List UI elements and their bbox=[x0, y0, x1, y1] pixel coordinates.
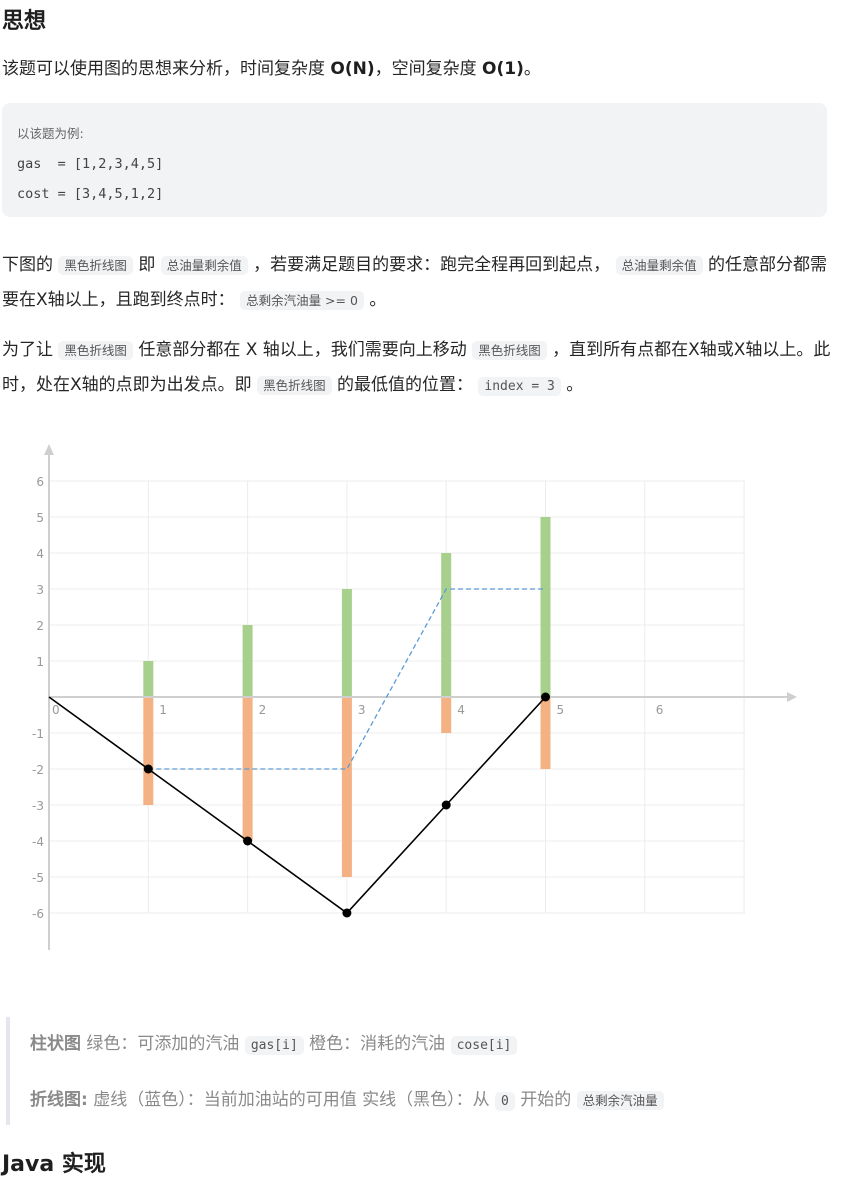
cost-bar bbox=[441, 697, 452, 733]
x-tick-label: 5 bbox=[557, 703, 565, 717]
code-line: cost = [3,4,5,1,2] bbox=[17, 186, 164, 202]
legend-bar-row: 柱状图 绿色：可添加的汽油 gas[i] 橙色：消耗的汽油 cose[i] bbox=[30, 1017, 826, 1073]
y-tick-label: -4 bbox=[32, 835, 44, 849]
x-tick-label: 6 bbox=[656, 703, 664, 717]
available-dashed-line bbox=[148, 588, 546, 770]
y-tick-label: 4 bbox=[36, 547, 44, 561]
y-tick-label: -2 bbox=[32, 763, 44, 777]
gas-station-chart: 6 5 4 3 2 1 -1 -2 -3 -4 -5 -6 0 1 2 3 4 5 6 bbox=[32, 444, 797, 950]
cost-bar bbox=[341, 697, 352, 877]
x-tick-label: 1 bbox=[159, 703, 167, 717]
code-line: gas = [1,2,3,4,5] bbox=[17, 156, 164, 172]
conclusion-paragraph: 为了让 黑色折线图 任意部分都在 X 轴以上，我们需要向上移动 黑色折线图 ，直… bbox=[2, 340, 831, 396]
y-tick-label: 1 bbox=[36, 655, 44, 669]
y-tick-label: -3 bbox=[32, 799, 44, 813]
x-tick-label: 2 bbox=[259, 703, 267, 717]
gas-bar bbox=[242, 625, 253, 697]
inline-code: 0 bbox=[495, 1092, 515, 1111]
legend-quote: 柱状图 绿色：可添加的汽油 gas[i] 橙色：消耗的汽油 cose[i] 折线… bbox=[6, 1017, 826, 1125]
y-tick-label: 6 bbox=[36, 475, 44, 489]
inline-code: 总油量剩余值 bbox=[615, 256, 703, 275]
remaining-point bbox=[143, 764, 153, 774]
y-tick-label: -1 bbox=[32, 727, 44, 741]
y-axis-arrow bbox=[44, 444, 54, 455]
code-block: 以该题为例: gas = [1,2,3,4,5] cost = [3,4,5,1… bbox=[2, 103, 827, 217]
explanation-paragraph: 下图的 黑色折线图 即 总油量剩余值 ，若要满足题目的要求：跑完全程再回到起点，… bbox=[2, 255, 827, 310]
inline-code: 黑色折线图 bbox=[58, 256, 133, 275]
legend-line-row: 折线图: 虚线（蓝色）：当前加油站的可用值 实线（黑色）：从 0 开始的 总剩余… bbox=[30, 1073, 826, 1129]
cost-bar bbox=[143, 697, 154, 805]
y-tick-label: -5 bbox=[32, 871, 44, 885]
heading-idea: 思想 bbox=[2, 9, 47, 34]
x-tick-label: 4 bbox=[457, 703, 465, 717]
intro-paragraph: 该题可以使用图的思想来分析，时间复杂度 O(N)，空间复杂度 O(1)。 bbox=[2, 59, 541, 79]
inline-code: gas[i] bbox=[244, 1036, 304, 1055]
heading-java: Java 实现 bbox=[2, 1152, 106, 1177]
inline-code: 总油量剩余值 bbox=[160, 256, 248, 275]
remaining-point bbox=[243, 836, 253, 846]
y-tick-label: 3 bbox=[36, 583, 44, 597]
remaining-point bbox=[541, 692, 550, 702]
remaining-point bbox=[441, 800, 451, 810]
x-tick-label: 0 bbox=[52, 703, 60, 717]
inline-code: 总剩余汽油量 >= 0 bbox=[240, 291, 364, 310]
y-tick-label: 2 bbox=[36, 619, 44, 633]
inline-code: 黑色折线图 bbox=[257, 376, 332, 395]
gas-bar bbox=[540, 517, 551, 697]
inline-code: index = 3 bbox=[478, 377, 561, 396]
y-tick-label: 5 bbox=[36, 511, 44, 525]
gas-bar bbox=[441, 553, 452, 697]
gas-bar bbox=[143, 661, 154, 697]
inline-code: cose[i] bbox=[450, 1036, 518, 1055]
x-tick-label: 3 bbox=[358, 703, 366, 717]
inline-code: 总剩余汽油量 bbox=[576, 1091, 664, 1110]
remaining-solid-line bbox=[48, 696, 547, 915]
gas-bar bbox=[341, 589, 352, 697]
inline-code: 黑色折线图 bbox=[58, 341, 133, 360]
space-complexity: O(1) bbox=[482, 59, 524, 79]
remaining-point bbox=[342, 908, 352, 918]
y-tick-label: -6 bbox=[32, 907, 44, 921]
x-axis-arrow bbox=[787, 692, 797, 702]
cost-bar bbox=[540, 697, 551, 769]
inline-code: 黑色折线图 bbox=[472, 341, 547, 360]
code-line: 以该题为例: bbox=[17, 126, 84, 141]
time-complexity: O(N) bbox=[330, 59, 375, 79]
